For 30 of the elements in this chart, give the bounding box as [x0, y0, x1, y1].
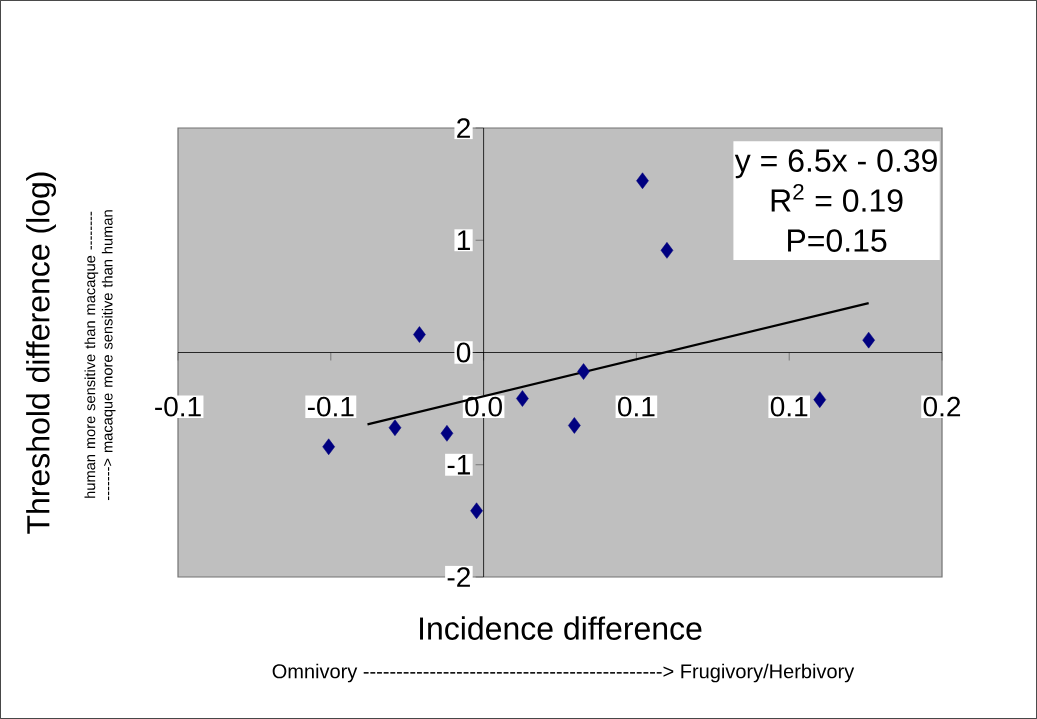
- point: [568, 417, 581, 434]
- point: [660, 242, 674, 259]
- x-tick-label: 0.1: [618, 396, 655, 417]
- y-tick-label: 2: [457, 118, 470, 138]
- point: [862, 331, 875, 349]
- point: [577, 363, 590, 380]
- x-tick-label: -0.1: [155, 396, 201, 417]
- text: Omnivory ---------------------------------------------> Frugivory/Herbivory: [272, 663, 855, 683]
- x-tick-label: 0.1: [770, 396, 808, 417]
- point: [388, 419, 402, 436]
- point: [636, 172, 649, 190]
- y-axis-title: Threshold difference (log): [26, 172, 56, 534]
- point: [322, 438, 335, 456]
- point: [813, 391, 827, 408]
- point: [413, 326, 426, 343]
- x-tick-label: 0.0: [465, 396, 502, 417]
- x-tick-label: 0.2: [923, 396, 961, 417]
- point: [516, 390, 529, 407]
- text: human more sensitive than macaque ---------------> macaque more sensitive than human: [84, 210, 116, 501]
- y-tick-label: 0: [456, 342, 471, 363]
- y-tick-label: -2: [447, 567, 470, 587]
- point: [470, 502, 483, 520]
- y-tick-label: -1: [447, 455, 470, 475]
- point: [440, 425, 454, 442]
- annotation: P=0.15: [788, 229, 887, 252]
- x-tick-label: -0.1: [307, 396, 354, 417]
- x-axis-title: Incidence difference: [420, 616, 702, 640]
- annotation: y = 6.5x - 0.39: [734, 149, 937, 179]
- y-tick-label: 1: [457, 230, 470, 250]
- annotation: R$^{2}$ = 0.19: [771, 183, 903, 212]
